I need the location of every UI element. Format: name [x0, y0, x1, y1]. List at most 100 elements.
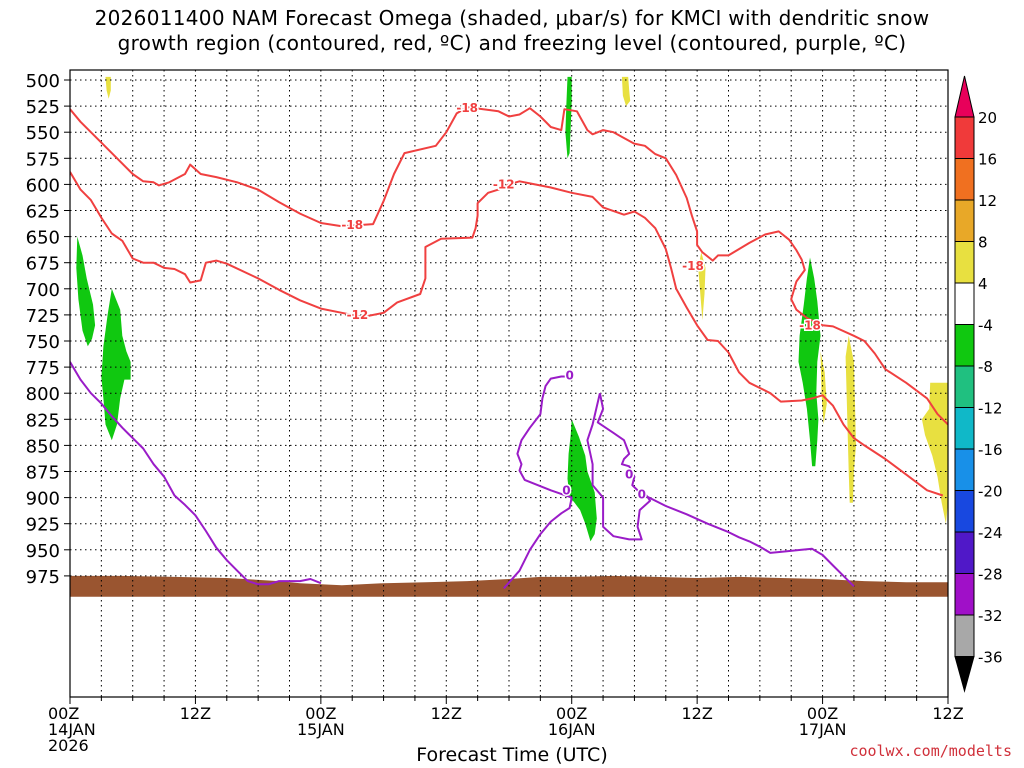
contour-0-isotherm-freezing-level-main: [70, 361, 322, 586]
y-tick-label-825: 825: [26, 410, 60, 431]
y-tick-label-775: 775: [26, 358, 60, 379]
shade-omega-4-to-8-17jan-sliver: [820, 351, 827, 425]
x-tick-label-72-0: 00Z: [807, 704, 838, 723]
y-tick-label-525: 525: [26, 97, 60, 118]
grid-layer: [70, 70, 948, 697]
x-tick-label-24-0: 00Z: [305, 704, 336, 723]
shade-omega-4-to-8-17jan-plume: [798, 257, 821, 467]
chart-title-line-1: 2026011400 NAM Forecast Omega (shaded, μ…: [94, 6, 930, 30]
colorbar-label-7: -12: [978, 400, 1003, 418]
contour-label-4: -18: [682, 259, 704, 273]
colorbar-segment-10: [954, 490, 975, 533]
shade-omega-4-to-8-upper-sliver-16jan: [565, 76, 572, 159]
omega-shading-layer: [70, 76, 948, 597]
contour-label-3: -12: [347, 308, 369, 322]
y-tick-label-600: 600: [26, 175, 60, 196]
x-tick-label-48-1: 16JAN: [548, 720, 596, 739]
x-tick-label-0-2: 2026: [48, 736, 89, 755]
contour-label-2: -18: [341, 218, 363, 232]
shade-omega-4-to-8-top-left: [105, 76, 111, 99]
shade-omega-4-to-8-lower-plume-2: [101, 288, 131, 441]
colorbar-label-10: -24: [978, 524, 1003, 542]
colorbar-segment-12: [954, 573, 975, 616]
colorbar-segment-11: [954, 531, 975, 574]
y-tick-label-950: 950: [26, 541, 60, 562]
colorbar-segment-8: [954, 407, 975, 450]
colorbar-segment-9: [954, 448, 975, 491]
colorbar-label-12: -32: [978, 607, 1003, 625]
colorbar-segment-4: [954, 241, 975, 284]
colorbar-segment-13: [954, 614, 975, 657]
y-tick-label-575: 575: [26, 149, 60, 170]
credit-link[interactable]: coolwx.com/modelts: [849, 742, 1012, 760]
colorbar-label-0: 20: [978, 109, 997, 127]
contour-label-7: 0: [625, 468, 633, 482]
contour-0-isotherm-freezing-level-elevated-warm-nose: [503, 375, 573, 590]
contour-18-isotherm-upper: [70, 106, 948, 426]
colorbar-label-13: -36: [978, 649, 1003, 667]
contour-label-1: -12: [493, 177, 515, 191]
shade-omega-4-to-8-12z-16jan: [698, 252, 706, 321]
y-tick-label-800: 800: [26, 384, 60, 405]
contour-label-5: -18: [799, 318, 821, 332]
shade-omega-4-to-8-right-edge: [921, 382, 948, 524]
y-tick-label-675: 675: [26, 254, 60, 275]
colorbar-label-5: -4: [978, 317, 993, 335]
colorbar-label-3: 8: [978, 234, 988, 252]
contour-label-8: 0: [562, 483, 570, 497]
colorbar-top-arrow: [954, 75, 975, 118]
x-tick-label-72-1: 17JAN: [799, 720, 847, 739]
y-tick-label-650: 650: [26, 228, 60, 249]
x-tick-label-12-0: 12Z: [180, 704, 211, 723]
colorbar-segment-6: [954, 324, 975, 367]
y-tick-label-750: 750: [26, 332, 60, 353]
x-tick-label-60-0: 12Z: [681, 704, 712, 723]
contour-label-6: 0: [565, 368, 573, 382]
colorbar-label-4: 4: [978, 275, 988, 293]
shade-omega-4-to-8-lower-left-plume: [76, 236, 96, 347]
shade-omega-4-to-8-16jan-lower-plume: [567, 419, 597, 542]
colorbar-segment-1: [954, 116, 975, 159]
y-axis: 500 525 550 575 600 625 650 675 700 725 750 775 800 8…: [26, 71, 70, 588]
y-tick-label-925: 925: [26, 515, 60, 536]
y-tick-label-700: 700: [26, 280, 60, 301]
y-tick-label-500: 500: [26, 71, 60, 92]
x-tick-label-48-0: 00Z: [556, 704, 587, 723]
shade-omega-4-to-8-top-middle: [621, 76, 631, 107]
y-tick-label-900: 900: [26, 489, 60, 510]
contour-layer: [70, 106, 948, 590]
y-tick-label-625: 625: [26, 202, 60, 223]
y-tick-label-875: 875: [26, 463, 60, 484]
colorbar-segment-2: [954, 158, 975, 201]
colorbar-segment-3: [954, 199, 975, 242]
contour-12-isotherm: [70, 171, 944, 497]
x-tick-label-24-1: 15JAN: [297, 720, 345, 739]
contour-0-isotherm-freezing-level-right-lobe: [586, 392, 652, 541]
colorbar-label-1: 16: [978, 151, 997, 169]
colorbar-label-9: -20: [978, 483, 1003, 501]
y-tick-label-725: 725: [26, 306, 60, 327]
contour-label-0: -18: [456, 101, 478, 115]
contour-label-9: 0: [638, 487, 646, 501]
x-tick-label-0-1: 14JAN: [48, 720, 96, 739]
x-axis-title: Forecast Time (UTC): [416, 744, 608, 766]
colorbar-bottom-arrow: [954, 656, 975, 693]
colorbar-label-11: -28: [978, 566, 1003, 584]
colorbar-label-6: -8: [978, 358, 993, 376]
x-tick-label-36-0: 12Z: [431, 704, 462, 723]
x-tick-label-84-0: 12Z: [932, 704, 963, 723]
chart-title-line-2: growth region (contoured, red, ºC) and f…: [117, 31, 907, 55]
colorbar-label-8: -16: [978, 441, 1003, 459]
colorbar-segment-5: [954, 282, 975, 325]
y-tick-label-975: 975: [26, 567, 60, 588]
contour-0-isotherm-freezing-level-low-level-lobe: [644, 494, 855, 588]
colorbar-label-2: 12: [978, 192, 997, 210]
y-tick-label-550: 550: [26, 123, 60, 144]
colorbar-segment-7: [954, 365, 975, 408]
y-tick-label-850: 850: [26, 436, 60, 457]
colorbar: 20 16 12 8 4 -4 -8 -12 -16 -20 -24 -28 -32 -36: [954, 75, 1003, 693]
x-tick-label-0-0: 00Z: [48, 704, 79, 723]
